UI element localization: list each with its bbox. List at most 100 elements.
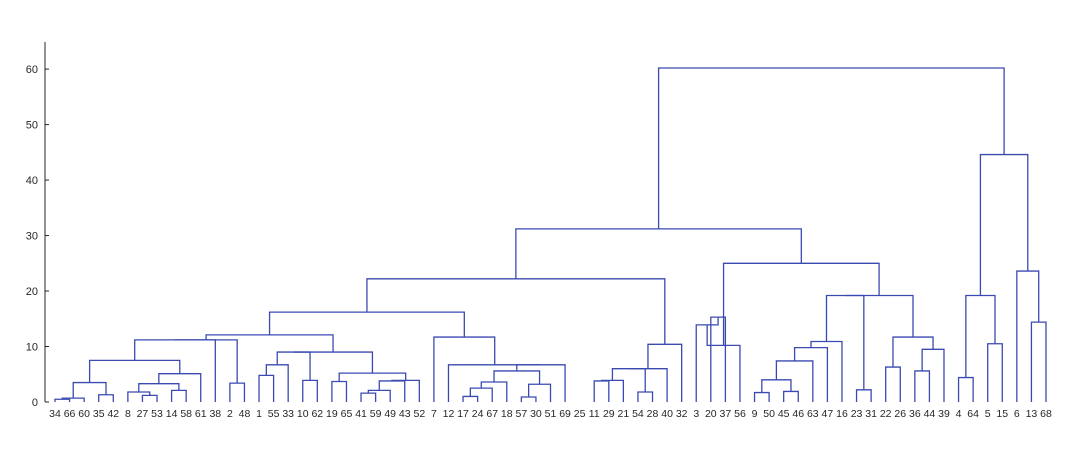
leaf-label: 30 (530, 408, 542, 420)
dendrogram-link (761, 379, 792, 393)
dendrogram-link (957, 376, 974, 402)
leaf-label: 25 (574, 408, 586, 420)
dendrogram-link (366, 278, 666, 345)
dendrogram-link (593, 380, 610, 402)
dendrogram-link (855, 389, 872, 402)
dendrogram-link (515, 228, 802, 279)
leaf-label: 54 (632, 408, 644, 420)
leaf-label: 52 (413, 408, 425, 420)
leaf-label: 3 (693, 408, 699, 420)
y-tick-label: 50 (26, 120, 38, 132)
leaf-label: 57 (516, 408, 528, 420)
leaf-label: 26 (894, 408, 906, 420)
leaf-label: 33 (282, 408, 294, 420)
leaf-label: 39 (938, 408, 950, 420)
dendrogram-link (367, 389, 391, 402)
leaf-label: 1 (256, 408, 262, 420)
dendrogram-link (134, 339, 216, 402)
leaf-label: 64 (967, 408, 979, 420)
dendrogram-link (141, 394, 158, 402)
y-tick-label: 40 (26, 175, 38, 187)
leaf-label: 23 (851, 408, 863, 420)
leaf-label: 2 (227, 408, 233, 420)
leaf-label: 15 (996, 408, 1008, 420)
dendrogram-link (360, 392, 377, 402)
dendrogram-link (293, 351, 374, 374)
dendrogram-link (825, 294, 865, 361)
dendrogram-link (600, 379, 625, 402)
leaf-label: 12 (443, 408, 455, 420)
dendrogram-link (628, 368, 668, 402)
leaf-label: 37 (720, 408, 732, 420)
dendrogram-link (892, 336, 934, 368)
leaf-label: 40 (661, 408, 673, 420)
dendrogram-link (657, 67, 1005, 229)
leaf-label: 19 (326, 408, 338, 420)
leaf-label: 10 (297, 408, 309, 420)
y-tick-label: 30 (26, 231, 38, 243)
dendrogram-link (921, 348, 945, 402)
dendrogram-link (987, 343, 1003, 402)
dendrogram-link (378, 380, 406, 402)
dendrogram-link (88, 359, 181, 383)
dendrogram-link (331, 380, 348, 402)
dendrogram-link (775, 360, 814, 402)
dendrogram-link (72, 381, 107, 399)
dendrogram-link (793, 346, 829, 402)
dendrogram-links (54, 67, 1047, 402)
dendrogram-link (979, 153, 1029, 296)
dendrogram-link (170, 389, 187, 402)
leaf-label: 35 (93, 408, 105, 420)
leaf-label: 24 (472, 408, 484, 420)
y-tick-label: 0 (32, 397, 38, 409)
leaf-label: 20 (705, 408, 717, 420)
dendrogram-link (885, 366, 901, 402)
dendrogram-link (647, 343, 683, 402)
dendrogram-link (433, 336, 496, 402)
leaf-label: 66 (64, 408, 76, 420)
leaf-label: 49 (384, 408, 396, 420)
dendrogram-link (520, 396, 537, 402)
dendrogram-link (54, 398, 71, 402)
leaf-label: 51 (545, 408, 557, 420)
leaf-label: 4 (956, 408, 962, 420)
dendrogram-link (965, 294, 996, 378)
dendrogram-link (127, 391, 151, 402)
dendrogram-link (447, 364, 541, 402)
dendrogram-link (175, 339, 238, 384)
dendrogram-link (845, 294, 914, 338)
dendrogram-link (914, 370, 931, 402)
leaf-labels: 34 66 60 35 42 8 27 53 14 58 61 38 2 48 1 55 33 10 62 19 65 4… (49, 408, 1052, 420)
leaf-label: 65 (341, 408, 353, 420)
dendrogram-link (268, 311, 465, 338)
leaf-label: 17 (457, 408, 469, 420)
dendrogram-link (258, 374, 275, 402)
dendrogram-link (229, 382, 246, 402)
dendrogram-link (462, 395, 479, 402)
leaf-label: 55 (268, 408, 280, 420)
leaf-label: 43 (399, 408, 411, 420)
leaf-label: 29 (603, 408, 615, 420)
dendrogram-link (61, 397, 85, 402)
leaf-label: 50 (763, 408, 775, 420)
dendrogram-link (205, 334, 334, 353)
leaf-label: 53 (151, 408, 163, 420)
leaf-label: 16 (836, 408, 848, 420)
dendrogram-link (276, 351, 311, 381)
leaf-label: 18 (501, 408, 513, 420)
y-axis: 0 10 20 30 40 50 60 (26, 42, 49, 409)
leaf-label: 8 (125, 408, 131, 420)
dendrogram-link (265, 364, 289, 402)
y-tick-label: 10 (26, 342, 38, 354)
dendrogram-link (469, 387, 493, 402)
leaf-label: 6 (1014, 408, 1020, 420)
leaf-label: 67 (486, 408, 498, 420)
leaf-label: 28 (647, 408, 659, 420)
leaf-label: 56 (734, 408, 746, 420)
leaf-label: 60 (78, 408, 90, 420)
leaf-label: 58 (180, 408, 192, 420)
leaf-label: 5 (985, 408, 991, 420)
leaf-label: 31 (865, 408, 877, 420)
dendrogram-link (753, 391, 770, 402)
